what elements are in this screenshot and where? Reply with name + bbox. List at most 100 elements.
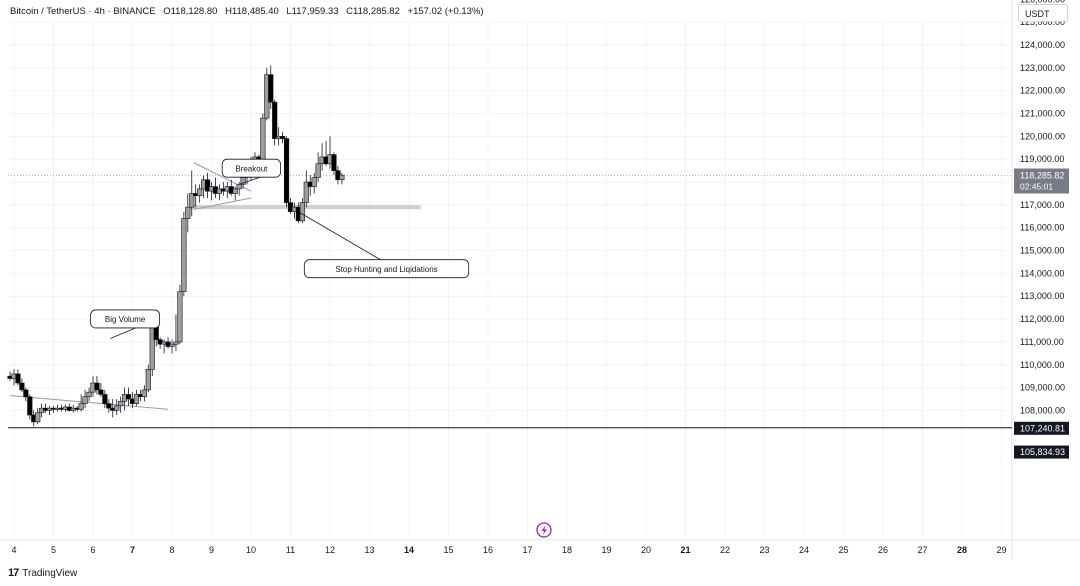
currency-button[interactable]: USDT — [1018, 4, 1068, 22]
candle — [98, 383, 104, 397]
y-tick-label: 111,000.00 — [1020, 337, 1064, 347]
countdown-text: 02:45:01 — [1020, 182, 1053, 192]
candle — [311, 172, 317, 194]
candle-body — [303, 181, 309, 203]
candle — [299, 198, 305, 224]
candle — [125, 387, 132, 406]
candle-body — [27, 396, 33, 416]
price-label-bg — [1014, 445, 1069, 459]
candle — [232, 186, 238, 201]
candle-body — [268, 74, 274, 103]
candle — [204, 172, 211, 199]
callout-annotation: Stop Hunting and Liqidations — [298, 211, 470, 279]
candle-body — [181, 218, 187, 292]
price-label-text: 118,285.82 — [1020, 171, 1064, 181]
x-tick-label: 5 — [51, 545, 56, 555]
candle — [177, 284, 183, 345]
x-tick-label: 18 — [562, 545, 572, 555]
ohlc-change: +157.02 (+0.13%) — [407, 6, 484, 17]
y-tick-label: 116,000.00 — [1020, 223, 1064, 233]
candle — [315, 152, 321, 183]
callout-box — [90, 309, 161, 329]
candle-body — [86, 391, 92, 398]
candle-body — [311, 177, 317, 187]
price-label-text: 107,240.81 — [1020, 423, 1065, 433]
y-tick-label: 117,000.00 — [1020, 200, 1064, 210]
x-tick-label: 28 — [957, 545, 967, 555]
ohlc-low: L117,959.33 — [286, 6, 339, 17]
symbol-header: Bitcoin / TetherUS · 4h · BINANCE O118,1… — [10, 6, 489, 17]
x-tick-label: 4 — [11, 545, 16, 555]
y-tick-label: 114,000.00 — [1020, 268, 1064, 278]
candle-body — [197, 188, 203, 197]
x-tick-label: 27 — [917, 545, 927, 555]
candle — [114, 399, 120, 416]
candle — [185, 193, 191, 233]
candle — [303, 170, 309, 208]
candle — [27, 394, 33, 420]
callout-label: Breakout — [235, 165, 268, 174]
y-tick-label: 110,000.00 — [1020, 360, 1064, 370]
candle-body — [125, 394, 132, 400]
y-tick-label: 122,000.00 — [1020, 86, 1065, 96]
y-tick-label: 126,000.00 — [1020, 0, 1065, 4]
x-tick-label: 19 — [601, 545, 611, 555]
y-tick-label: 120,000.00 — [1020, 131, 1065, 141]
candle — [272, 99, 278, 146]
callout-pointer — [110, 327, 136, 339]
support-level-band — [189, 205, 421, 210]
candle — [78, 394, 84, 412]
ohlc-close: C118,285.82 — [346, 6, 400, 17]
footer-brand[interactable]: 17 TradingView — [8, 567, 77, 579]
lightning-icon[interactable] — [536, 522, 552, 538]
candle — [118, 396, 124, 413]
candle — [260, 113, 266, 164]
candle-body — [35, 412, 41, 423]
x-tick-label: 21 — [680, 545, 690, 555]
x-tick-label: 12 — [325, 545, 335, 555]
candle-body — [102, 394, 108, 404]
candle-body — [145, 369, 151, 391]
candle-body — [19, 382, 25, 391]
candle-body — [173, 341, 179, 345]
candle — [212, 177, 219, 199]
candle-body — [232, 188, 238, 194]
x-tick-label: 25 — [838, 545, 848, 555]
x-tick-label: 7 — [130, 545, 135, 555]
x-tick-label: 15 — [443, 545, 453, 555]
x-tick-label: 14 — [404, 545, 414, 555]
trendline — [193, 197, 252, 210]
symbol-title[interactable]: Bitcoin / TetherUS · 4h · BINANCE — [10, 6, 156, 17]
x-tick-label: 11 — [286, 545, 295, 555]
grid-lines — [8, 21, 1012, 540]
y-tick-label: 109,000.00 — [1020, 383, 1065, 393]
candle-body — [78, 403, 84, 410]
y-tick-label: 108,000.00 — [1020, 405, 1065, 415]
candle — [331, 152, 337, 176]
candle-body — [331, 154, 337, 171]
candle-body — [82, 396, 88, 404]
candle-body — [141, 389, 147, 398]
x-tick-label: 20 — [641, 545, 651, 555]
price-line-label: 105,834.93 — [1014, 445, 1069, 459]
x-tick-label: 24 — [799, 545, 809, 555]
y-tick-label: 121,000.00 — [1020, 109, 1065, 119]
ohlc-high: H118,485.40 — [225, 6, 279, 17]
candle — [169, 339, 175, 354]
x-tick-label: 6 — [90, 545, 95, 555]
candle-body — [133, 394, 140, 404]
ohlc-open: O118,128.80 — [163, 6, 218, 17]
x-tick-label: 16 — [483, 545, 493, 555]
x-tick-label: 13 — [364, 545, 374, 555]
candle-body — [118, 401, 124, 407]
candle — [268, 65, 274, 109]
candle-body — [236, 184, 242, 190]
candle — [106, 399, 112, 413]
trendline — [10, 395, 169, 410]
x-tick-label: 9 — [209, 545, 214, 555]
candle — [23, 387, 29, 402]
price-label-text: 105,834.93 — [1020, 447, 1065, 457]
candle — [94, 376, 100, 395]
